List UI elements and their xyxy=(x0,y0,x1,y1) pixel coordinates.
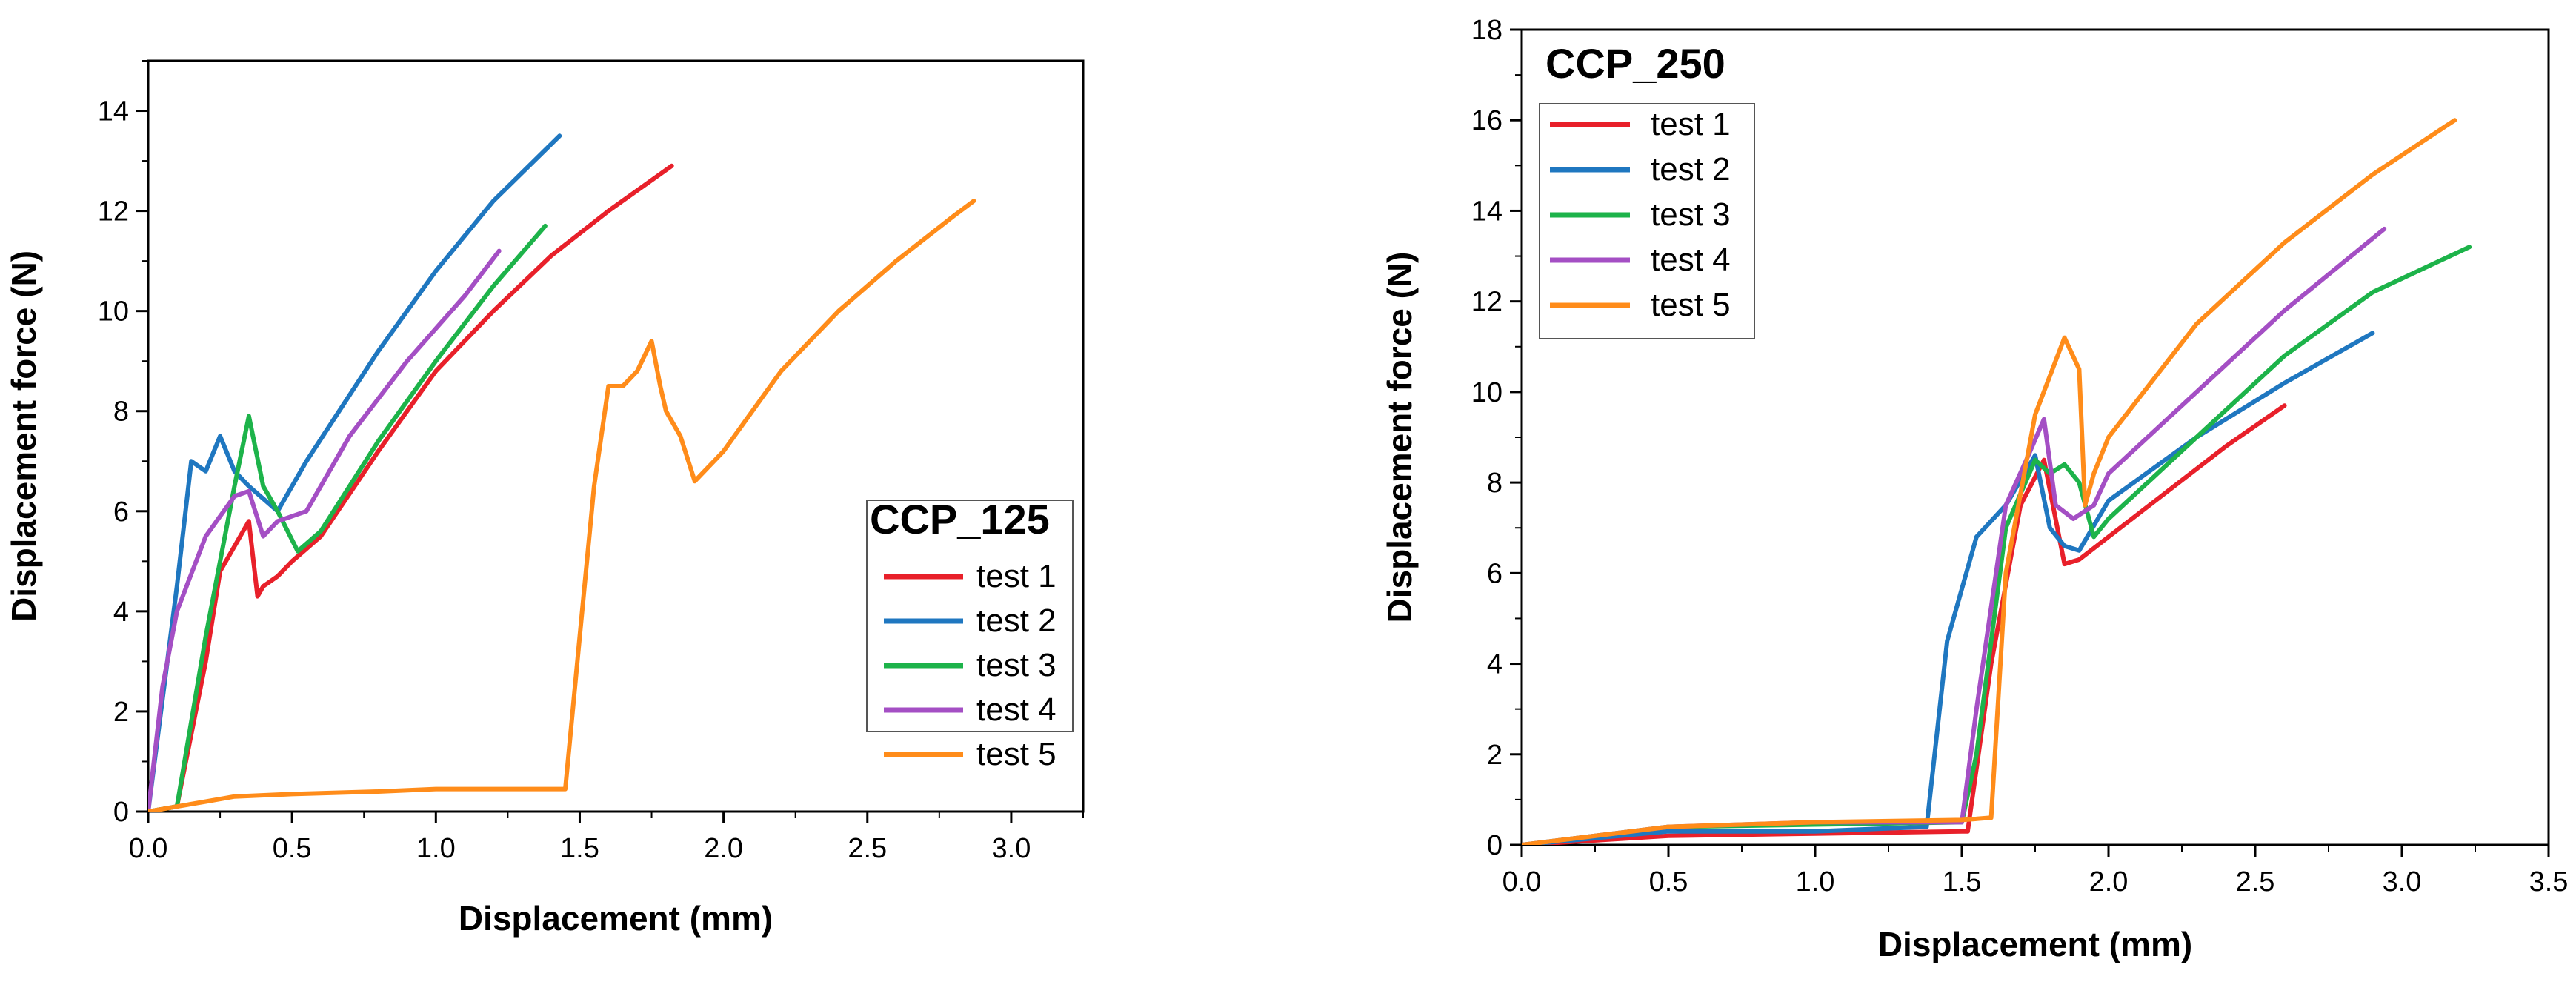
y-tick-label: 14 xyxy=(98,96,129,127)
x-tick-label: 0.5 xyxy=(1649,866,1688,898)
y-tick-label: 2 xyxy=(113,697,129,728)
series-line-test-1 xyxy=(1522,403,2287,845)
y-tick-label: 8 xyxy=(1487,468,1502,499)
y-tick-label: 0 xyxy=(1487,830,1502,861)
x-tick-label: 2.0 xyxy=(704,833,743,864)
x-tick-label: 3.0 xyxy=(992,833,1031,864)
x-tick-label: 1.5 xyxy=(560,833,599,864)
y-tick-label: 12 xyxy=(1471,287,1502,318)
y-tick-label: 0 xyxy=(113,797,129,828)
x-tick-label: 1.0 xyxy=(416,833,456,864)
x-tick-label: 3.5 xyxy=(2529,866,2569,898)
series-group xyxy=(1522,118,2472,845)
x-tick-label: 0.5 xyxy=(273,833,312,864)
series-line-test-4 xyxy=(148,248,502,812)
x-tick-label: 0.0 xyxy=(1502,866,1542,898)
series-line-test-1 xyxy=(148,163,674,812)
y-tick-label: 6 xyxy=(113,497,129,528)
legend-box xyxy=(866,500,1074,732)
x-axis-title: Displacement (mm) xyxy=(1878,925,2192,963)
legend-label-test-2: test 2 xyxy=(1651,151,1731,188)
x-axis-title: Displacement (mm) xyxy=(459,899,773,938)
x-tick-label: 3.0 xyxy=(2383,866,2422,898)
y-axis-title: Displacement force (N) xyxy=(1380,251,1419,623)
chart-panel-ccp-125: 0.0 0.5 1.0 1.5 2.0 2.5 3.0 0 2 4 6 8 10 12 14 Displace… xyxy=(4,59,1085,938)
y-tick-label: 16 xyxy=(1471,105,1502,136)
panel-title: CCP_250 xyxy=(1545,40,1725,87)
legend-label-test-4: test 4 xyxy=(976,691,1056,728)
x-tick-label: 2.5 xyxy=(848,833,887,864)
x-tick-label: 2.5 xyxy=(2236,866,2275,898)
y-tick-label: 4 xyxy=(113,597,129,628)
panel-title: CCP_125 xyxy=(870,496,1050,543)
legend-label-test-2: test 2 xyxy=(976,603,1056,639)
y-tick-label: 6 xyxy=(1487,558,1502,589)
legend-label-test-1: test 1 xyxy=(976,558,1056,594)
legend-label-test-5: test 5 xyxy=(1651,287,1731,323)
legend-label-test-4: test 4 xyxy=(1651,242,1731,278)
y-tick-label: 10 xyxy=(1471,377,1502,408)
x-tick-label: 1.0 xyxy=(1796,866,1835,898)
series-line-test-3 xyxy=(148,223,548,812)
series-line-test-5 xyxy=(1522,118,2457,845)
legend-label-test-1: test 1 xyxy=(1651,106,1731,142)
y-tick-label: 10 xyxy=(98,296,129,328)
series-line-test-5 xyxy=(148,199,976,812)
y-tick-label: 2 xyxy=(1487,740,1502,771)
legend-label-test-3: test 3 xyxy=(976,647,1056,683)
y-tick-label: 14 xyxy=(1471,196,1502,227)
legend-box xyxy=(1539,103,1755,339)
series-group xyxy=(148,133,976,812)
x-tick-label: 2.0 xyxy=(2089,866,2129,898)
y-tick-label: 4 xyxy=(1487,649,1502,680)
legend-label-test-3: test 3 xyxy=(1651,196,1731,233)
chart-panel-ccp-250: 0.0 0.5 1.0 1.5 2.0 2.5 3.0 3.5 0 2 4 6 8 10 12 14 16 18 D… xyxy=(1380,15,2568,963)
y-tick-label: 12 xyxy=(98,196,129,228)
y-axis-title: Displacement force (N) xyxy=(4,251,43,622)
x-tick-label: 0.0 xyxy=(129,833,168,864)
legend-label-test-5: test 5 xyxy=(976,736,1056,772)
series-line-test-2 xyxy=(148,133,562,812)
series-line-test-2 xyxy=(1522,331,2375,845)
y-tick-label: 18 xyxy=(1471,15,1502,46)
plot-frame xyxy=(147,59,1085,813)
y-tick-label: 8 xyxy=(113,397,129,428)
x-tick-label: 1.5 xyxy=(1943,866,1982,898)
